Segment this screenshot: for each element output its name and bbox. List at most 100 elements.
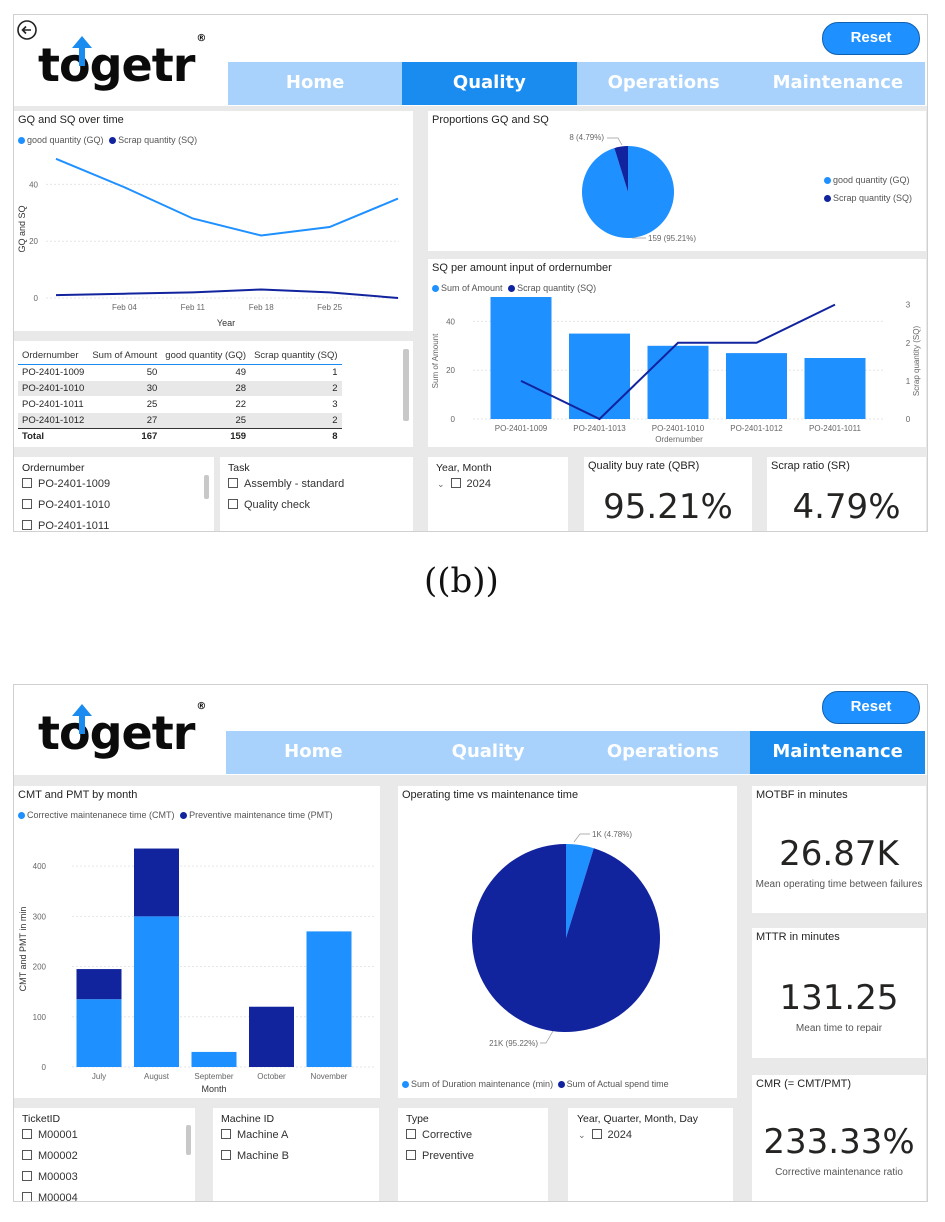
col-sq[interactable]: Scrap quantity (SQ) — [250, 347, 342, 365]
col-gq[interactable]: good quantity (GQ) — [161, 347, 251, 365]
legend-cmt[interactable]: Corrective maintenanece time (CMT) — [18, 810, 175, 820]
tab-quality[interactable]: Quality — [402, 62, 577, 105]
x-tick-label: Feb 25 — [317, 303, 342, 312]
pie-legend-gq[interactable]: good quantity (GQ) — [824, 175, 910, 185]
tab-operations[interactable]: Operations — [607, 72, 720, 93]
checkbox[interactable] — [22, 1192, 32, 1201]
pie-label-small: 1K (4.78%) — [592, 830, 632, 839]
cell: 3 — [250, 396, 342, 413]
slicer-scrollbar[interactable] — [186, 1125, 191, 1155]
tab-operations[interactable]: Operations — [606, 741, 719, 762]
tab-maintenance[interactable]: Maintenance — [772, 72, 904, 93]
checkbox[interactable] — [228, 499, 238, 509]
slicer-scrollbar[interactable] — [204, 475, 209, 499]
legend-sq[interactable]: Scrap quantity (SQ) — [508, 283, 596, 293]
slicer-title: Ordernumber — [22, 462, 85, 474]
tab-maintenance[interactable]: Maintenance — [750, 731, 925, 774]
slicer-option[interactable]: PO-2401-1011 — [22, 520, 109, 531]
checkbox[interactable] — [221, 1129, 231, 1139]
pie-label-big: 21K (95.22%) — [489, 1039, 538, 1048]
table-row: PO-2401-1010 30 28 2 — [18, 380, 342, 397]
checkbox[interactable] — [406, 1150, 416, 1160]
col-ordernumber[interactable]: Ordernumber — [18, 347, 89, 365]
series-line-sq — [520, 303, 836, 421]
kpi-title: Scrap ratio (SR) — [771, 460, 850, 472]
tab-home[interactable]: Home — [284, 741, 343, 762]
slicer-option[interactable]: Machine B — [221, 1150, 289, 1162]
x-tick-label: November — [311, 1072, 348, 1081]
x-tick-label: Feb 11 — [181, 303, 206, 312]
bar-pmt — [76, 969, 122, 1000]
slicer-option[interactable]: PO-2401-1009 — [22, 478, 110, 490]
slicer-option[interactable]: Assembly - standard — [228, 478, 344, 490]
checkbox[interactable] — [22, 478, 32, 488]
maintenance-nav: Home Quality Operations Maintenance — [226, 731, 925, 774]
legend-amount[interactable]: Sum of Amount — [432, 283, 503, 293]
legend-actual[interactable]: Sum of Actual spend time — [557, 1079, 669, 1089]
kpi-title: MOTBF in minutes — [756, 789, 848, 801]
x-tick-label: PO-2401-1010 — [652, 424, 705, 433]
checkbox[interactable] — [22, 1171, 32, 1181]
slicer-option[interactable]: M00001 — [22, 1129, 78, 1141]
checkbox[interactable] — [22, 499, 32, 509]
checkbox[interactable] — [406, 1129, 416, 1139]
checkbox[interactable] — [22, 1150, 32, 1160]
slicer-option[interactable]: M00002 — [22, 1150, 78, 1162]
pie-label-small: 8 (4.79%) — [569, 133, 604, 142]
ymd-slicer: Year, Quarter, Month, Day ⌄ 2024 — [568, 1108, 733, 1201]
y-tick-label: 300 — [33, 912, 47, 921]
checkbox[interactable] — [22, 1129, 32, 1139]
legend-duration[interactable]: Sum of Duration maintenance (min) — [402, 1079, 553, 1089]
slicer-option[interactable]: Corrective — [406, 1129, 472, 1141]
pie-legend-sq[interactable]: Scrap quantity (SQ) — [824, 193, 912, 203]
kpi-title: CMR (= CMT/PMT) — [756, 1078, 852, 1090]
sq-per-amount-card: SQ per amount input of ordernumber Sum o… — [428, 259, 926, 447]
ordernumber-slicer: Ordernumber PO-2401-1009 PO-2401-1010 PO… — [14, 457, 214, 531]
y-tick-label: 100 — [33, 1013, 47, 1022]
logo-arrow-icon — [70, 36, 94, 66]
gq-sq-line-chart-card: GQ and SQ over time good quantity (GQ) S… — [14, 111, 413, 331]
kpi-value: 131.25 — [779, 978, 899, 1018]
chevron-down-icon[interactable]: ⌄ — [578, 1130, 586, 1140]
reset-button[interactable]: Reset — [822, 22, 920, 55]
legend-gq[interactable]: good quantity (GQ) — [18, 135, 104, 145]
table-scrollbar[interactable] — [403, 349, 409, 421]
slicer-option[interactable]: PO-2401-1010 — [22, 499, 110, 511]
legend-pmt[interactable]: Preventive maintenance time (PMT) — [180, 810, 333, 820]
slicer-option[interactable]: Machine A — [221, 1129, 288, 1141]
slicer-title: Type — [406, 1113, 429, 1125]
slicer-option[interactable]: Quality check — [228, 499, 310, 511]
chevron-down-icon[interactable]: ⌄ — [437, 479, 445, 489]
checkbox[interactable] — [221, 1150, 231, 1160]
slicer-option[interactable]: M00004 — [22, 1192, 78, 1201]
bar-amount — [490, 297, 552, 419]
gq-sq-pie-card: Proportions GQ and SQ good quantity (GQ)… — [428, 111, 926, 251]
registered-mark: ® — [196, 700, 206, 712]
tab-quality[interactable]: Quality — [451, 741, 525, 762]
cmr-kpi-card: CMR (= CMT/PMT) 233.33% Corrective maint… — [752, 1075, 926, 1201]
pie-label-big: 159 (95.21%) — [648, 234, 696, 243]
cell: 2 — [250, 412, 342, 429]
col-sum-amount[interactable]: Sum of Amount — [88, 347, 162, 365]
cell: 28 — [161, 380, 251, 397]
checkbox[interactable] — [22, 520, 32, 530]
checkbox[interactable] — [450, 478, 461, 488]
chart-legend: good quantity (GQ) Scrap quantity (SQ) — [18, 135, 197, 145]
cell: PO-2401-1012 — [18, 412, 89, 429]
chart-title: Operating time vs maintenance time — [402, 789, 579, 801]
slicer-option[interactable]: ⌄ 2024 — [437, 478, 492, 490]
kpi-subtitle: Mean operating time between failures — [755, 879, 923, 890]
table-row: PO-2401-1012 27 25 2 — [18, 412, 342, 429]
checkbox[interactable] — [591, 1129, 602, 1139]
slicer-option[interactable]: M00003 — [22, 1171, 78, 1183]
back-arrow-icon[interactable] — [16, 19, 38, 41]
slicer-option[interactable]: ⌄ 2024 — [578, 1129, 633, 1141]
tab-home[interactable]: Home — [285, 72, 345, 93]
series-line-gq — [55, 157, 399, 237]
reset-button[interactable]: Reset — [822, 691, 920, 724]
slicer-title: Year, Month — [436, 462, 492, 474]
checkbox[interactable] — [228, 478, 238, 488]
legend-sq[interactable]: Scrap quantity (SQ) — [109, 135, 197, 145]
table-header-row: Ordernumber Sum of Amount good quantity … — [18, 347, 342, 365]
slicer-option[interactable]: Preventive — [406, 1150, 474, 1162]
